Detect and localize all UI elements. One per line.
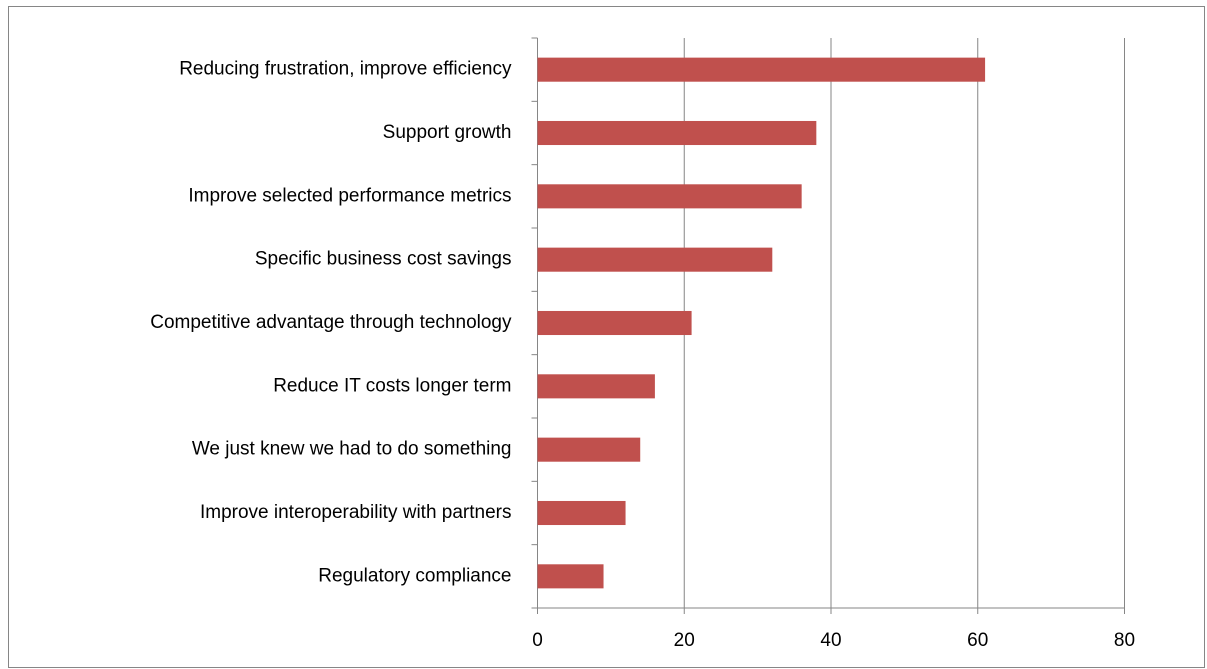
bar xyxy=(537,310,692,336)
y-tick-label: Reduce IT costs longer term xyxy=(273,375,511,396)
y-tick-label: Specific business cost savings xyxy=(255,249,512,270)
y-tick-label: Regulatory compliance xyxy=(318,565,511,586)
y-tick-label: Support growth xyxy=(383,122,512,143)
y-tick-label: Improve interoperability with partners xyxy=(200,502,512,523)
bar xyxy=(537,120,817,146)
bar xyxy=(537,374,655,399)
bar xyxy=(537,247,773,272)
x-tick-label: 80 xyxy=(1114,630,1135,651)
bar xyxy=(537,437,641,462)
bar xyxy=(537,184,802,209)
y-tick-label: Reducing frustration, improve efficiency xyxy=(179,59,512,80)
x-tick-label: 0 xyxy=(532,630,543,651)
bar xyxy=(537,57,986,82)
x-tick-label: 60 xyxy=(967,630,988,651)
y-tick-label: We just knew we had to do something xyxy=(192,439,512,460)
y-tick-label: Improve selected performance metrics xyxy=(188,185,511,206)
x-tick-label: 20 xyxy=(674,630,695,651)
x-tick-label: 40 xyxy=(820,630,841,651)
bar xyxy=(537,564,604,589)
chart-frame xyxy=(8,6,1205,668)
bar xyxy=(537,500,626,526)
y-tick-label: Competitive advantage through technology xyxy=(150,312,512,333)
